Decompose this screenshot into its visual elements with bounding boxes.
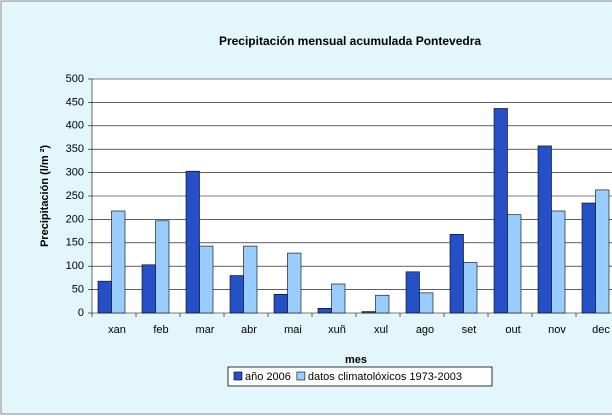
bar xyxy=(361,311,376,314)
bar xyxy=(331,283,346,314)
x-tick-label: mai xyxy=(284,324,302,336)
x-tick-label: abr xyxy=(241,324,257,336)
y-tick-label: 0 xyxy=(78,307,84,319)
bar xyxy=(287,252,302,314)
bar xyxy=(97,280,112,314)
y-tick-label: 400 xyxy=(66,120,84,132)
y-axis-label: Precipitación (l/m ²) xyxy=(39,145,51,247)
bar xyxy=(595,189,610,314)
bar xyxy=(185,170,200,314)
bar xyxy=(375,294,390,314)
bar xyxy=(273,293,288,314)
legend xyxy=(227,366,493,387)
x-axis-label: mes xyxy=(345,354,367,366)
bar xyxy=(551,210,566,314)
legend-label: datos climatolóxicos 1973-2003 xyxy=(308,371,462,383)
bar xyxy=(199,245,214,314)
bar xyxy=(111,210,126,314)
x-tick-label: nov xyxy=(548,324,566,336)
x-tick-label: out xyxy=(505,324,520,336)
y-tick-label: 100 xyxy=(66,260,84,272)
legend-label: año 2006 xyxy=(245,371,291,383)
y-tick-label: 450 xyxy=(66,96,84,108)
bar xyxy=(507,214,522,314)
bar xyxy=(229,275,244,314)
bar xyxy=(405,271,420,314)
bar xyxy=(581,202,596,314)
y-tick-label: 350 xyxy=(66,143,84,155)
legend-swatch xyxy=(233,371,243,381)
x-tick-label: xul xyxy=(374,324,388,336)
bar xyxy=(537,145,552,314)
x-tick-label: xuñ xyxy=(328,324,346,336)
bar xyxy=(493,108,508,314)
bar xyxy=(141,264,156,314)
x-tick-label: mar xyxy=(196,324,215,336)
bar xyxy=(243,245,258,314)
x-tick-label: dec xyxy=(592,324,610,336)
y-tick-label: 200 xyxy=(66,213,84,225)
y-tick-label: 250 xyxy=(66,190,84,202)
x-tick-label: ago xyxy=(416,324,434,336)
bar xyxy=(419,292,434,314)
bar xyxy=(317,308,332,314)
y-tick-label: 300 xyxy=(66,167,84,179)
chart-title: Precipitación mensual acumulada Ponteved… xyxy=(219,34,481,48)
x-tick-label: feb xyxy=(153,324,168,336)
bar xyxy=(463,262,478,314)
y-tick-label: 150 xyxy=(66,237,84,249)
bar xyxy=(449,234,464,314)
x-tick-label: xan xyxy=(108,324,126,336)
y-tick-label: 50 xyxy=(72,284,84,296)
x-tick-label: set xyxy=(462,324,477,336)
y-tick-label: 500 xyxy=(66,73,84,85)
bar xyxy=(155,220,170,314)
legend-swatch xyxy=(296,371,306,381)
